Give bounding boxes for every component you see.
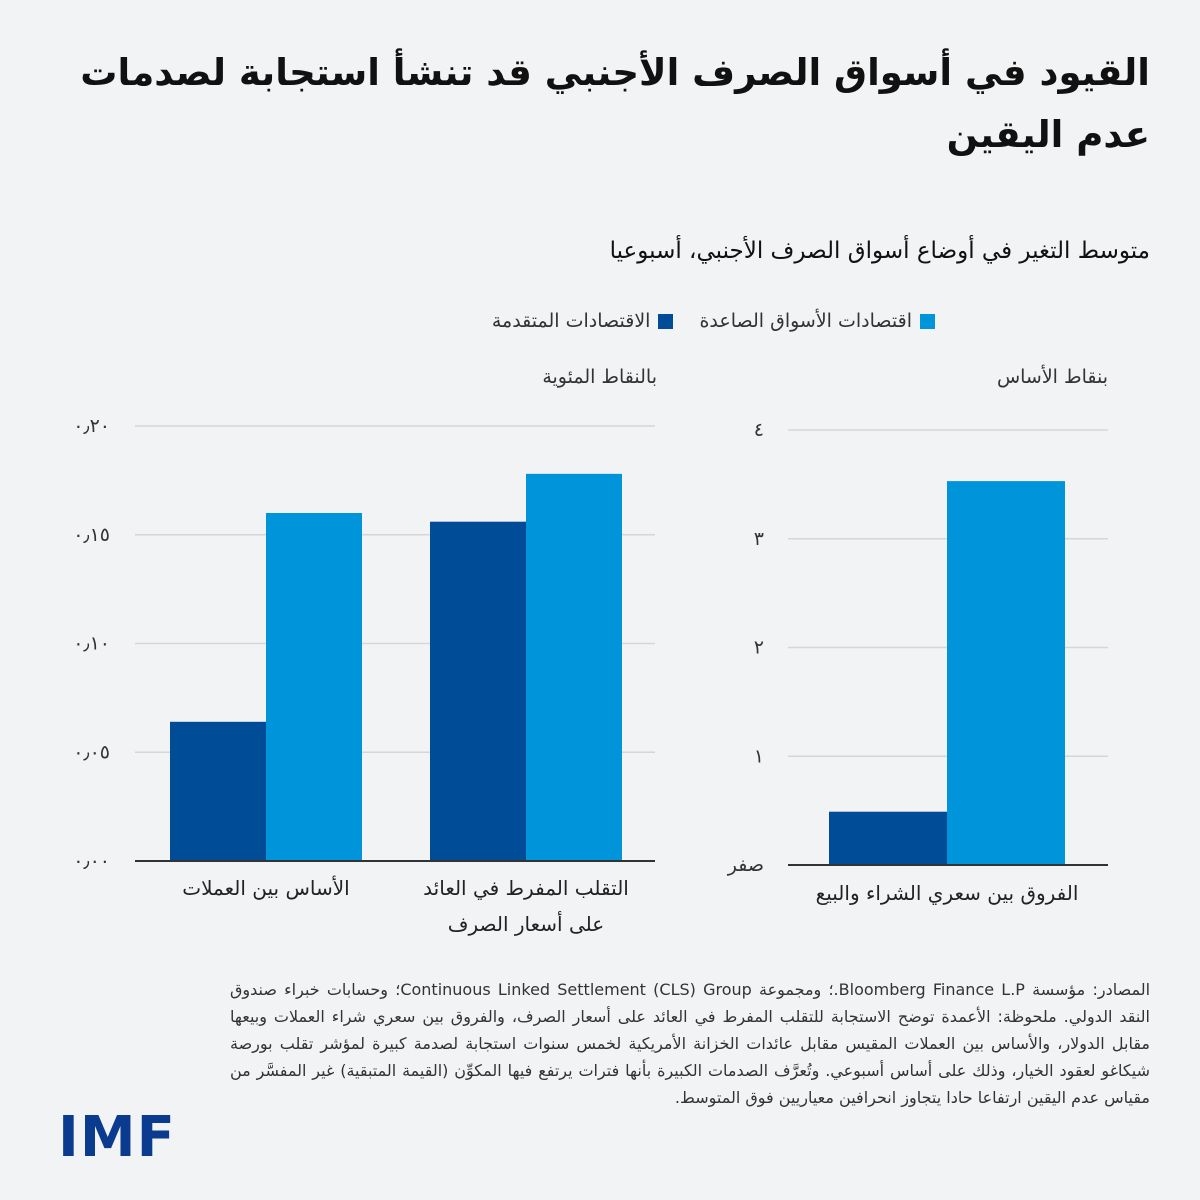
legend-label-emerging: اقتصادات الأسواق الصاعدة xyxy=(699,310,912,332)
left-y-tick-label: ٠٫٠٠ xyxy=(73,850,110,872)
left-chart-unit-label: بالنقاط المئوية xyxy=(542,366,657,388)
left-y-tick-label: ٠٫٠٥ xyxy=(73,741,110,763)
legend-swatch-emerging xyxy=(920,313,935,329)
chart-title: القيود في أسواق الصرف الأجنبي قد تنشأ اس… xyxy=(80,51,1150,156)
right-bar-advanced xyxy=(829,811,947,865)
left-category-label: على أسعار الصرف xyxy=(448,911,604,936)
right-chart-unit-label: بنقاط الأساس xyxy=(996,366,1108,388)
source-notes: المصادر: مؤسسة Bloomberg Finance L.P.؛ و… xyxy=(230,980,1151,1107)
legend-label-advanced: الاقتصادات المتقدمة xyxy=(491,310,651,332)
left-category-label: الأساس بين العملات xyxy=(182,876,349,900)
right-y-tick-label: ٣ xyxy=(754,528,764,550)
legend-item-advanced: الاقتصادات المتقدمة xyxy=(492,310,674,332)
right-y-tick-label: ٢ xyxy=(754,637,764,659)
left-y-tick-label: ٠٫٢٠ xyxy=(73,415,110,437)
chart-subtitle: متوسط التغير في أوضاع أسواق الصرف الأجنب… xyxy=(609,238,1150,264)
right-y-tick-label: ٤ xyxy=(754,419,764,441)
left-bar-advanced xyxy=(430,521,526,861)
left-bar-emerging xyxy=(266,513,362,861)
left-y-tick-label: ٠٫١٥ xyxy=(73,524,110,546)
left-category-label: التقلب المفرط في العائد xyxy=(423,876,629,901)
right-bar-emerging xyxy=(947,481,1065,865)
right-category-label: الفروق بين سعري الشراء والبيع xyxy=(816,881,1079,906)
bar-charts: ٠٫٠٠ ٠٫٠٥ ٠٫١٠ ٠٫١٥ ٠٫٢٠ الأساس بين العملات ال… xyxy=(73,415,1108,936)
right-y-tick-label: صفر xyxy=(727,854,764,876)
legend-swatch-advanced xyxy=(658,313,674,329)
right-y-tick-label: ١ xyxy=(754,745,764,767)
imf-logo: IMF xyxy=(58,1105,176,1170)
left-y-tick-label: ٠٫١٠ xyxy=(73,633,110,655)
legend: اقتصادات الأسواق الصاعدة الاقتصادات المت… xyxy=(492,310,935,332)
legend-item-emerging: اقتصادات الأسواق الصاعدة xyxy=(699,310,935,332)
left-bar-advanced xyxy=(170,721,266,861)
left-bar-emerging xyxy=(526,473,622,861)
